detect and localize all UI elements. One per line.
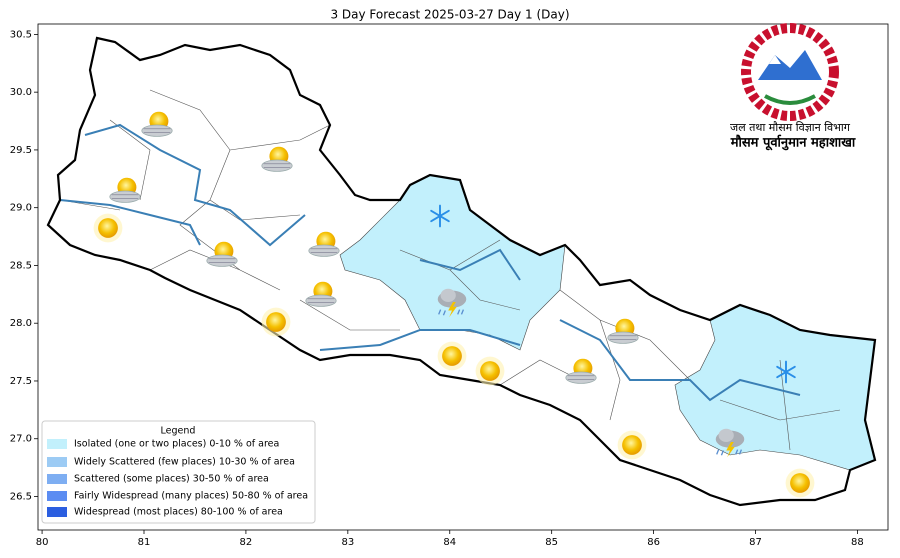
logo-base [764,94,816,105]
y-tick-label: 27.0 [10,434,32,445]
weather-icon [109,177,141,203]
legend-label: Widely Scattered (few places) 10-30 % of… [74,457,295,468]
weather-icon [261,307,291,337]
legend-label: Fairly Widespread (many places) 50-80 % … [74,491,308,502]
rivers [59,123,801,402]
chart-title: 3 Day Forecast 2025-03-27 Day 1 (Day) [330,8,569,22]
axes: 80 81 82 83 84 85 86 87 88 26.5 27.0 27.5 28.0 28.5 29… [10,29,864,548]
legend-label: Widespread (most places) 80-100 % of are… [74,507,283,518]
legend: Legend Isolated (one or two places) 0-10… [41,420,316,524]
logo-line1: जल तथा मौसम विज्ञान विभाग [730,121,851,134]
y-tick-label: 30.5 [10,29,32,40]
weather-icon [308,231,340,257]
weather-icon [437,341,467,371]
weather-icon [141,111,173,137]
x-tick-label: 88 [851,537,864,548]
x-tick-label: 81 [138,537,151,548]
forecast-area [339,174,566,351]
y-tick-label: 28.0 [10,318,32,329]
legend-box [41,420,316,524]
x-tick-label: 83 [341,537,354,548]
y-tick-label: 29.5 [10,145,32,156]
logo: जल तथा मौसम विज्ञान विभाग मौसम पूर्वानुम… [730,23,856,151]
x-tick-label: 84 [443,537,456,548]
weather-icon [206,241,238,267]
weather-icon [607,318,639,344]
y-tick-label: 28.5 [10,260,32,271]
legend-swatch [47,507,67,517]
weather-icon [565,358,597,384]
logo-wreath [741,23,839,121]
x-tick-label: 82 [240,537,253,548]
weather-icon [617,430,647,460]
legend-swatch [47,491,67,501]
weather-icon [785,468,815,498]
legend-swatch [47,457,67,467]
country-border [46,36,877,507]
y-tick-label: 29.0 [10,203,32,214]
x-tick-label: 80 [36,537,49,548]
legend-swatch [47,439,67,449]
forecast-area [674,304,876,471]
weather-icon [261,146,293,172]
x-tick-label: 87 [749,537,762,548]
logo-snow [769,55,781,64]
logo-line2: मौसम पूर्वानुमान महाशाखा [730,135,856,151]
x-tick-label: 85 [545,537,558,548]
plot-frame [37,23,889,531]
y-tick-label: 27.5 [10,376,32,387]
weather-icon [305,281,337,307]
weather-icon [475,356,505,386]
nepal-map [46,36,877,507]
y-tick-label: 30.0 [10,87,32,98]
legend-swatch [47,474,67,484]
x-tick-label: 86 [647,537,660,548]
y-tick-label: 26.5 [10,491,32,502]
weather-icon [93,213,123,243]
legend-label: Scattered (some places) 30-50 % of area [74,474,269,485]
logo-mountains [758,50,822,80]
legend-title: Legend [161,426,196,437]
legend-label: Isolated (one or two places) 0-10 % of a… [74,439,279,450]
